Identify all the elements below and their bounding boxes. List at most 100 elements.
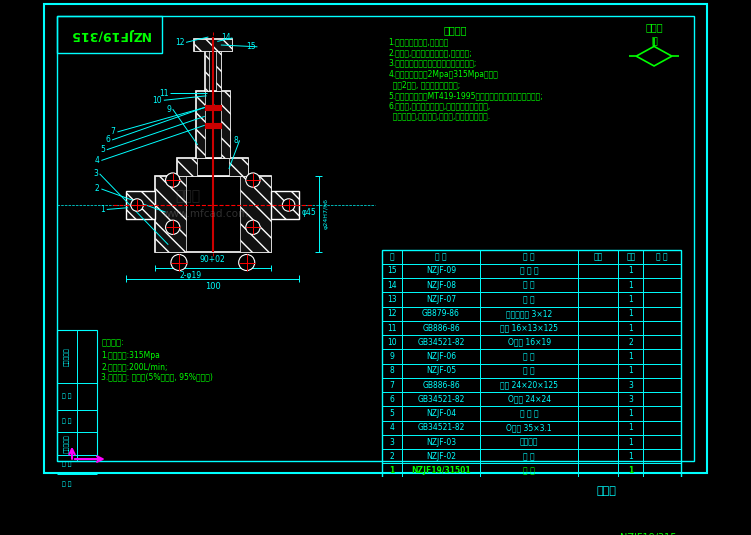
Text: 技术特征:: 技术特征: [101,339,124,348]
Text: 接 座: 接 座 [523,352,535,361]
Bar [155,176,186,252]
Text: 阀 套: 阀 套 [523,452,535,461]
Text: 2: 2 [390,452,394,461]
Text: 锥面截止阀: 锥面截止阀 [64,347,70,366]
Circle shape [246,220,260,234]
Circle shape [171,255,187,271]
Text: 名 称: 名 称 [523,252,535,261]
Text: 9: 9 [390,352,394,361]
Text: 代 号: 代 号 [435,252,447,261]
Text: 1: 1 [629,366,633,375]
Text: 6: 6 [105,135,110,144]
Text: 3.工作介质: 乳化液(5%乳化液, 95%中性水): 3.工作介质: 乳化液(5%乳化液, 95%中性水) [101,372,213,381]
Text: 1: 1 [629,438,633,447]
Bar [221,91,230,158]
Text: 手 轮 盖: 手 轮 盖 [520,266,538,276]
Bar [382,530,681,535]
Bar [177,158,197,176]
Text: 6.合格后,密封圈内乳化液,注入乳化液装型料桶,: 6.合格后,密封圈内乳化液,注入乳化液装型料桶, [388,102,490,111]
Text: 1: 1 [629,352,633,361]
Text: www.mfcad.com: www.mfcad.com [163,209,249,219]
Text: 11: 11 [388,324,397,333]
Text: 3: 3 [390,438,394,447]
Text: O型圈 16×19: O型圈 16×19 [508,338,550,347]
Text: 10: 10 [152,96,162,105]
Text: 标准检查员: 标准检查员 [64,434,70,453]
Circle shape [282,199,295,211]
Text: 审 核: 审 核 [62,394,71,400]
Text: 1: 1 [100,205,105,214]
Text: 2.额定流量:200L/min;: 2.额定流量:200L/min; [101,362,168,371]
Text: 1: 1 [629,309,633,318]
Text: NZJF-04: NZJF-04 [426,409,456,418]
Text: GB879-86: GB879-86 [422,309,460,318]
Text: NZJF-09: NZJF-09 [426,266,456,276]
Text: 组装图: 组装图 [596,486,616,496]
Text: 1: 1 [629,266,633,276]
Text: 1: 1 [629,295,633,304]
Bar [57,330,97,461]
Text: 冰风网: 冰风网 [175,189,201,203]
Text: 垫 圈: 垫 圈 [523,281,535,290]
Text: 机能符: 机能符 [645,22,663,32]
Text: 1: 1 [629,409,633,418]
Bar [271,191,300,219]
Bar [205,51,210,91]
Text: 7: 7 [390,380,394,389]
Text: 1.额定压力:315Mpa: 1.额定压力:315Mpa [101,351,160,360]
Bar [177,158,249,176]
Text: 4.密着试验分别在2Mpa和315Mpa压力下: 4.密着试验分别在2Mpa和315Mpa压力下 [388,70,499,79]
Text: NZJF-07: NZJF-07 [426,295,456,304]
Text: 2-φ19: 2-φ19 [179,271,201,280]
Text: 螺 柱: 螺 柱 [523,366,535,375]
Text: 阀 芯: 阀 芯 [523,295,535,304]
Text: 14: 14 [388,281,397,290]
Text: 15: 15 [388,266,397,276]
Text: 设 计: 设 计 [62,418,71,424]
Text: 2: 2 [95,185,100,194]
Text: 8: 8 [390,366,394,375]
Bar [229,158,249,176]
Text: GB886-86: GB886-86 [422,324,460,333]
Text: NZJF-03: NZJF-03 [426,438,456,447]
Text: NZJF19/31501: NZJF19/31501 [412,466,471,475]
Text: 平 衡 塞: 平 衡 塞 [520,409,538,418]
Text: 5: 5 [390,409,394,418]
Text: 13: 13 [388,295,397,304]
Text: 1: 1 [629,281,633,290]
Text: 1: 1 [629,466,634,475]
Text: 签 字: 签 字 [62,462,71,467]
Text: 12: 12 [388,309,397,318]
Text: 1: 1 [629,324,633,333]
Bar [216,51,221,91]
Text: 7: 7 [111,127,116,136]
Text: 技术要求: 技术要求 [444,25,467,35]
Text: NZJF19/315: NZJF19/315 [69,28,149,41]
Circle shape [165,220,179,234]
Text: 包上包装纸,附合格证,装箱单,铭牌半木箱出厂.: 包上包装纸,附合格证,装箱单,铭牌半木箱出厂. [388,112,490,121]
Text: GB34521-82: GB34521-82 [418,423,465,432]
Text: 管帽 24×20×125: 管帽 24×20×125 [500,380,558,389]
Text: 备 注: 备 注 [656,252,668,261]
Circle shape [165,173,179,187]
Bar [205,123,221,128]
Bar [205,105,221,110]
Text: 1: 1 [629,423,633,432]
Text: 15: 15 [246,42,255,51]
Circle shape [239,255,255,271]
Text: 5: 5 [100,145,105,154]
Text: 紧固螺母: 紧固螺母 [520,438,538,447]
Text: 4: 4 [95,156,100,165]
Text: GB34521-82: GB34521-82 [418,395,465,404]
Text: 5.其它性能试验按MT419-1995《液压支架用阀》试验标准执验;: 5.其它性能试验按MT419-1995《液压支架用阀》试验标准执验; [388,91,543,100]
Text: 6: 6 [390,395,394,404]
Text: 1: 1 [629,452,633,461]
Text: 3: 3 [629,380,633,389]
Text: NZJF19/315: NZJF19/315 [620,533,677,535]
Text: 稳压2分钟, 各密封处不得渗漏;: 稳压2分钟, 各密封处不得渗漏; [388,80,460,89]
Bar [382,478,681,505]
Text: 2.组装时,注意各圈安装位置,不得装错;: 2.组装时,注意各圈安装位置,不得装错; [388,48,472,57]
Text: φ24H7/h6: φ24H7/h6 [324,198,328,230]
Text: 1.零件须清洗干净,方可组装: 1.零件须清洗干净,方可组装 [388,37,449,47]
Text: φ45: φ45 [302,208,317,217]
